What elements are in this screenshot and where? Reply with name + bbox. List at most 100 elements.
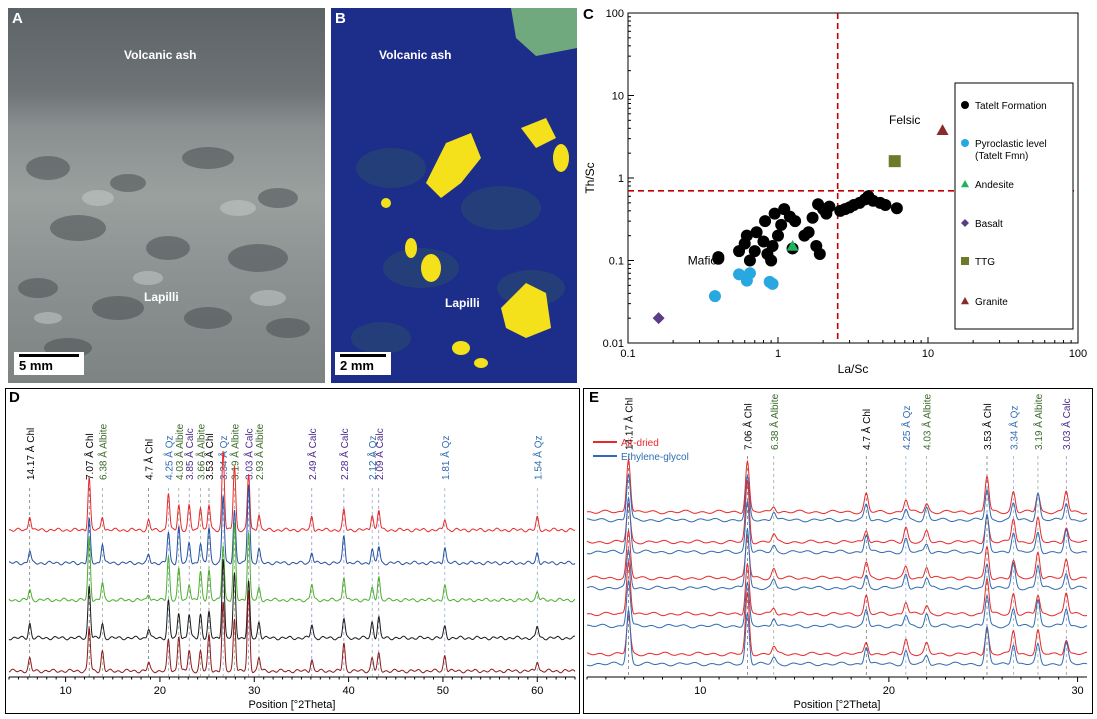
peak-label: 4.03 Å Albite — [921, 393, 934, 450]
peak-label: 3.19 Å Albite — [1032, 393, 1045, 450]
lapilli-label-a: Lapilli — [144, 290, 179, 304]
legend-label-3: Basalt — [975, 219, 1003, 230]
peak-label: 3.34 Å Qz — [1007, 406, 1020, 450]
peak-label: 7.07 Å Chl — [83, 433, 96, 480]
scale-bar-b-label: 2 mm — [340, 358, 374, 373]
y-tick-label-c: 1 — [618, 173, 624, 185]
data-point-pyroclastic-level-tatelt-fmn- — [708, 290, 721, 303]
peak-label: 3.03 Å Calc — [243, 428, 256, 480]
data-point-tatelt-formation — [772, 229, 784, 242]
peak-label: 4.25 Å Qz — [900, 406, 913, 450]
xrd-trace-4 — [8, 590, 576, 674]
legend-label-1: Pyroclastic level (Tatelt Fmn) — [975, 139, 1047, 162]
legend-marker — [961, 219, 969, 227]
xrd-trace-0 — [8, 450, 576, 533]
peak-label: 4.25 Å Qz — [162, 436, 175, 480]
data-point-tatelt-formation — [775, 218, 788, 231]
panel-b-map: B Volcanic ash Lapilli 2 mm — [331, 8, 577, 383]
data-point-tatelt-formation — [890, 202, 903, 215]
x-axis-label-c: La/Sc — [838, 362, 869, 376]
chart-d-xrd: 10 20 30 40 50 60 Position [°2Theta] 14.17 Å Ch… — [5, 388, 580, 714]
legend-label-e: Air-dried — [621, 438, 659, 449]
data-point-granite — [936, 124, 949, 135]
x-axis-label: Position [°2Theta] — [249, 699, 336, 711]
mafic-annotation: Mafic — [688, 254, 717, 268]
xrd-trace-3 — [586, 495, 1088, 555]
peak-label: 1.81 Å Qz — [439, 436, 452, 480]
peak-label: 2.93 Å Albite — [253, 423, 266, 480]
data-point-pyroclastic-level-tatelt-fmn- — [766, 277, 779, 290]
xrd-trace-6 — [586, 559, 1088, 617]
data-point-tatelt-formation — [766, 239, 779, 252]
panel-a-letter: A — [12, 10, 23, 27]
data-point-tatelt-formation — [748, 245, 761, 258]
lapilli-texture — [18, 147, 310, 358]
data-point-tatelt-formation — [740, 229, 753, 242]
peak-label: 2.09 Å Calc — [373, 428, 386, 480]
scale-bar-b: 2 mm — [335, 352, 391, 375]
data-point-pyroclastic-level-tatelt-fmn- — [743, 267, 756, 280]
y-tick-label-c: 0.1 — [609, 256, 624, 268]
xrd-trace-2 — [586, 479, 1088, 545]
data-point-andesite — [786, 239, 799, 251]
peak-label: 3.53 Å Chl — [203, 433, 216, 480]
xrd-trace-2 — [8, 522, 576, 603]
peak-label: 2.12 Å Qz — [366, 436, 379, 480]
xrd-trace-8 — [586, 591, 1087, 657]
x-tick-label: 20 — [883, 685, 895, 697]
data-point-tatelt-formation — [743, 254, 756, 267]
panel-d-letter: D — [9, 389, 20, 406]
y-tick-label-c: 0.01 — [603, 338, 624, 350]
legend-label-4: TTG — [975, 257, 995, 268]
peak-label: 14.17 Å Chl — [623, 398, 636, 450]
xrd-trace-5 — [586, 527, 1088, 591]
x-tick-label: 10 — [59, 685, 71, 697]
data-point-ttg — [888, 155, 901, 168]
peak-label: 3.66 Å Albite — [194, 423, 207, 480]
xrd-trace-9 — [586, 607, 1088, 667]
data-point-tatelt-formation — [765, 254, 778, 267]
legend-label-e: Ethylene-glycol — [621, 452, 689, 463]
x-tick-label: 10 — [694, 685, 706, 697]
data-point-tatelt-formation — [768, 207, 781, 220]
y-axis-label-c: Th/Sc — [583, 162, 597, 193]
legend-marker — [961, 180, 969, 188]
scale-bar-a: 5 mm — [14, 352, 84, 375]
peak-label: 4.7 Å Chl — [143, 439, 156, 480]
legend-label-0: Tatelt Formation — [975, 101, 1047, 112]
y-tick-label-c: 100 — [606, 8, 624, 20]
peak-label: 3.19 Å Albite — [228, 423, 241, 480]
peak-label: 6.38 Å Albite — [96, 423, 109, 480]
element-map-texture — [351, 8, 577, 368]
x-tick-label-c: 100 — [1069, 348, 1087, 360]
lapilli-label-b: Lapilli — [445, 296, 480, 310]
legend-marker — [961, 297, 969, 305]
xrd-trace-3 — [8, 559, 576, 641]
x-tick-label-c: 1 — [775, 348, 781, 360]
data-point-tatelt-formation — [712, 251, 725, 264]
legend-marker — [961, 101, 969, 109]
x-tick-label: 20 — [154, 685, 166, 697]
chart-e-xrd: 10 20 30 Position [°2Theta] 14.17 Å Chl 7.06 … — [583, 388, 1093, 714]
x-axis-label: Position [°2Theta] — [794, 699, 881, 711]
data-point-tatelt-formation — [823, 200, 836, 213]
volcanic-ash-label-a: Volcanic ash — [124, 48, 197, 62]
peak-label: 3.03 Å Calc — [1060, 398, 1073, 450]
data-point-tatelt-formation — [789, 215, 802, 228]
legend-marker — [961, 139, 969, 147]
x-tick-label: 50 — [437, 685, 449, 697]
x-tick-label-c: 10 — [922, 348, 934, 360]
data-point-tatelt-formation — [813, 247, 826, 260]
panel-c-letter: C — [583, 6, 594, 23]
scale-bar-a-label: 5 mm — [19, 358, 53, 373]
peak-label: 2.28 Å Calc — [338, 428, 351, 480]
data-point-tatelt-formation — [750, 226, 763, 239]
peak-label: 4.03 Å Albite — [173, 423, 186, 480]
legend-box-c — [954, 82, 1074, 330]
peak-label: 1.54 Å Qz — [531, 436, 544, 480]
legend-label-2: Andesite — [975, 180, 1014, 191]
peak-label: 4.7 Å Chl — [860, 409, 873, 450]
peak-label: 3.85 Å Calc — [183, 428, 196, 480]
x-tick-label: 40 — [342, 685, 354, 697]
xrd-trace-1 — [587, 472, 1088, 523]
